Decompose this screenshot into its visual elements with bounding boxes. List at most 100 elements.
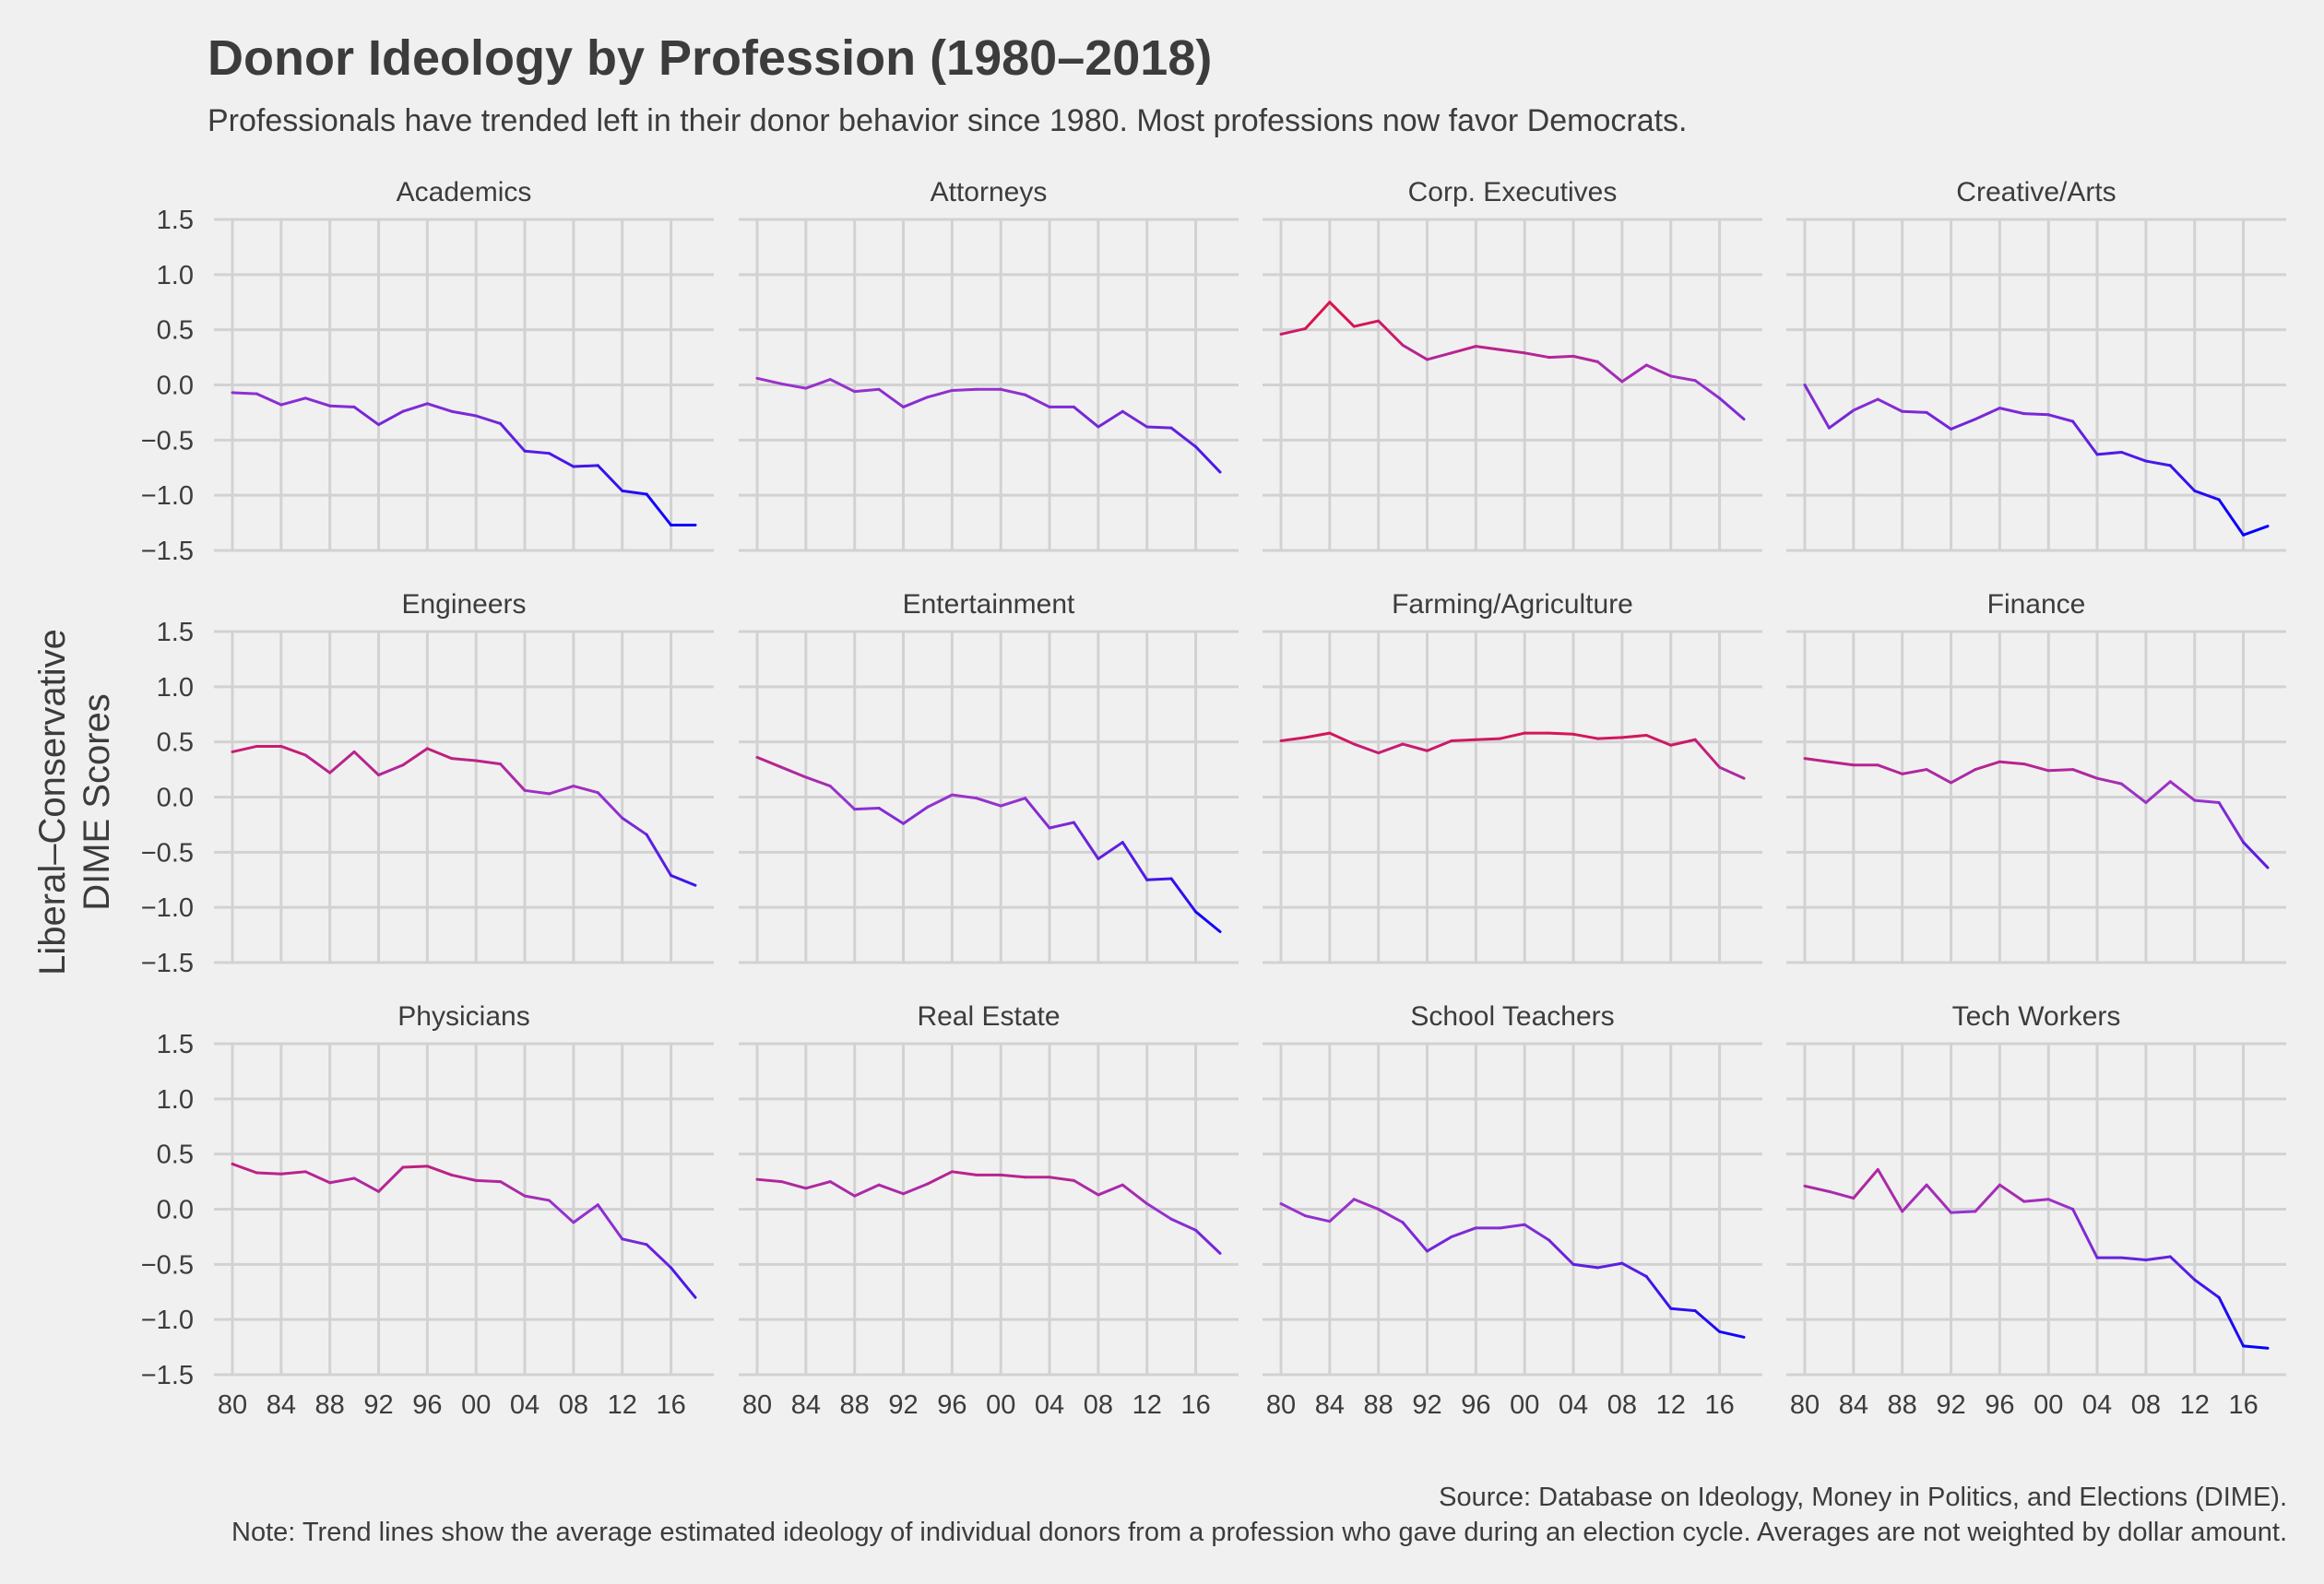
series-line-school-teachers	[1547, 1238, 1575, 1266]
series-line-school-teachers	[1669, 1306, 1697, 1313]
series-line-engineers	[328, 750, 356, 774]
series-line-school-teachers	[1523, 1223, 1551, 1242]
facet-title-corp-executives: Corp. Executives	[1408, 177, 1618, 207]
series-line-engineers	[450, 757, 478, 762]
series-line-entertainment	[1194, 910, 1222, 933]
series-line-finance	[2095, 776, 2123, 786]
series-line-entertainment	[950, 793, 978, 800]
series-line-tech-workers	[1974, 1183, 2001, 1213]
x-tick-label: 08	[2131, 1390, 2161, 1420]
series-line-academics	[523, 449, 551, 455]
series-line-attorneys	[755, 376, 783, 385]
x-tick-label: 04	[1035, 1390, 1064, 1420]
series-line-real-estate	[828, 1180, 857, 1198]
series-line-physicians	[474, 1178, 503, 1184]
x-tick-label: 00	[461, 1390, 491, 1420]
x-tick-label: 00	[1510, 1390, 1539, 1420]
series-line-farming-agriculture	[1644, 733, 1673, 747]
y-tick-label: 0.0	[157, 1196, 194, 1225]
series-line-academics	[255, 392, 283, 407]
x-tick-label: 00	[2034, 1390, 2063, 1420]
series-line-finance	[2144, 780, 2172, 804]
series-line-entertainment	[853, 806, 881, 811]
x-tick-label: 96	[412, 1390, 442, 1420]
series-line-academics	[352, 405, 381, 427]
series-line-school-teachers	[1279, 1202, 1307, 1218]
series-line-farming-agriculture	[1328, 731, 1356, 746]
x-tick-label: 84	[1839, 1390, 1868, 1420]
series-line-tech-workers	[2168, 1255, 2197, 1282]
y-tick-label: 0.0	[157, 372, 194, 401]
series-line-farming-agriculture	[1571, 732, 1599, 740]
series-line-corp-executives	[1547, 354, 1575, 360]
chart-title: Donor Ideology by Profession (1980–2018)	[208, 30, 1213, 86]
x-tick-label: 16	[1180, 1390, 1210, 1420]
series-line-physicians	[523, 1194, 551, 1202]
series-line-creative-arts	[2022, 412, 2050, 417]
series-line-attorneys	[1145, 425, 1173, 430]
series-line-real-estate	[877, 1183, 906, 1196]
series-line-school-teachers	[1693, 1309, 1722, 1333]
facet-title-academics: Academics	[397, 177, 532, 207]
series-line-entertainment	[828, 785, 857, 811]
series-line-attorneys	[804, 378, 832, 390]
series-line-creative-arts	[1901, 409, 1928, 414]
series-line-creative-arts	[2217, 498, 2246, 537]
series-line-farming-agriculture	[1279, 736, 1307, 742]
series-line-engineers	[474, 759, 503, 766]
facet-title-school-teachers: School Teachers	[1410, 1001, 1614, 1032]
x-tick-label: 92	[888, 1390, 918, 1420]
series-line-real-estate	[950, 1170, 978, 1176]
series-line-academics	[279, 396, 307, 407]
series-line-school-teachers	[1450, 1226, 1477, 1238]
facet-title-engineers: Engineers	[401, 589, 526, 620]
series-line-real-estate	[1145, 1202, 1173, 1221]
series-line-entertainment	[1145, 877, 1173, 881]
x-tick-label: 80	[742, 1390, 772, 1420]
x-tick-label: 04	[510, 1390, 540, 1420]
facet-title-attorneys: Attorneys	[931, 177, 1048, 207]
series-line-finance	[1950, 768, 1977, 785]
series-line-attorneys	[1024, 393, 1051, 408]
series-line-tech-workers	[2119, 1256, 2148, 1262]
x-tick-label: 88	[1364, 1390, 1393, 1420]
facet-title-real-estate: Real Estate	[917, 1001, 1060, 1032]
y-tick-label: 0.0	[157, 784, 194, 813]
series-line-academics	[474, 414, 503, 425]
series-line-corp-executives	[1426, 351, 1453, 361]
series-line-physicians	[231, 1162, 258, 1175]
x-tick-label: 80	[218, 1390, 247, 1420]
series-line-attorneys	[1120, 409, 1149, 429]
series-line-real-estate	[1097, 1183, 1124, 1197]
source-note: Source: Database on Ideology, Money in P…	[1439, 1483, 2287, 1512]
series-line-attorneys	[779, 382, 808, 390]
series-line-corp-executives	[1571, 354, 1599, 363]
x-tick-label: 88	[840, 1390, 870, 1420]
series-line-finance	[1827, 760, 1856, 767]
series-line-corp-executives	[1328, 301, 1356, 328]
series-line-school-teachers	[1426, 1235, 1453, 1253]
series-line-physicians	[303, 1170, 332, 1185]
series-line-tech-workers	[1852, 1167, 1879, 1200]
series-line-finance	[2168, 780, 2197, 802]
series-line-attorneys	[999, 387, 1027, 396]
series-line-school-teachers	[1352, 1198, 1381, 1211]
y-tick-label: −1.0	[141, 893, 194, 923]
series-line-engineers	[596, 791, 624, 820]
series-line-entertainment	[877, 806, 906, 825]
y-tick-label: 0.5	[157, 1141, 194, 1170]
series-line-corp-executives	[1401, 343, 1429, 361]
y-tick-label: 1.0	[157, 673, 194, 703]
series-line-corp-executives	[1499, 348, 1526, 355]
series-line-farming-agriculture	[1499, 731, 1526, 740]
x-tick-label: 16	[1704, 1390, 1734, 1420]
series-line-school-teachers	[1595, 1261, 1624, 1270]
series-line-entertainment	[902, 805, 930, 825]
series-line-engineers	[499, 762, 527, 792]
series-line-physicians	[352, 1176, 381, 1193]
series-line-physicians	[425, 1164, 454, 1176]
series-line-attorneys	[902, 396, 930, 408]
x-tick-label: 84	[791, 1390, 821, 1420]
series-line-tech-workers	[1827, 1189, 1856, 1200]
